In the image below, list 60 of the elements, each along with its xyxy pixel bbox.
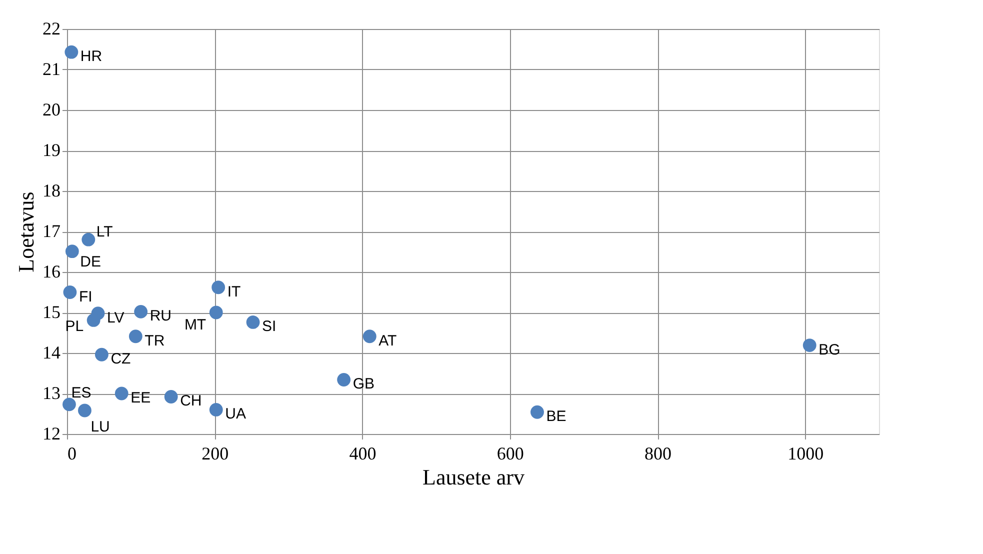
annotation: LT [96,224,113,241]
annotation: IT [227,283,241,300]
annotation: UA [225,406,246,423]
x-tick-label: 200 [202,444,229,464]
point [246,316,260,329]
point [802,338,816,352]
annotation: SI [262,318,276,336]
point [134,304,148,318]
y-tick-label: 19 [42,140,60,160]
point [82,232,96,246]
annotation: AT [378,332,397,350]
annotation: LV [107,309,124,326]
annotation: GB [352,376,375,393]
y-tick-label: 20 [42,100,60,120]
y-tick-label: 12 [42,424,60,444]
point [65,244,79,258]
point [64,45,78,59]
y-tick-label: 15 [42,302,60,322]
x-tick-label: 800 [644,444,672,464]
point [337,373,351,386]
x-tick-label: 1000 [788,444,824,464]
annotation: FI [78,288,92,306]
point [78,404,92,418]
y-tick-label: 22 [42,18,60,38]
point [86,314,100,327]
point [209,403,223,416]
y-tick-label: 14 [42,342,60,362]
point [62,398,76,412]
point [164,390,178,404]
annotation: HR [80,48,102,66]
y-tick-label: 13 [42,383,60,403]
y-tick-label: 16 [42,262,60,282]
annotation: PL [65,318,84,336]
annotation: MT [184,316,206,334]
annotation: TR [144,332,165,350]
y-tick-label: 21 [42,59,60,79]
point [63,286,77,299]
annotation: RU [150,308,172,325]
y-tick-label: 18 [42,180,60,200]
annotation: ES [71,384,92,402]
point [362,330,376,344]
point [94,348,108,362]
annotation: LU [90,418,110,436]
annotation: BG [818,341,840,358]
annotation: DE [80,253,102,270]
point [530,405,544,419]
x-tick-label: 400 [349,444,376,464]
x-axis-title: Lausete arv [422,464,524,490]
y-tick-label: 17 [42,221,60,241]
point [209,306,223,320]
x-tick-label: 0 [68,444,76,464]
annotation: CZ [110,350,131,368]
x-tick-label: 600 [496,444,524,464]
annotation: EE [130,390,151,406]
point [128,330,142,344]
point [212,280,226,294]
point [114,386,128,400]
annotation: CH [180,392,202,410]
y-axis-title: Loetavus [14,192,38,272]
annotation: BE [546,408,566,426]
